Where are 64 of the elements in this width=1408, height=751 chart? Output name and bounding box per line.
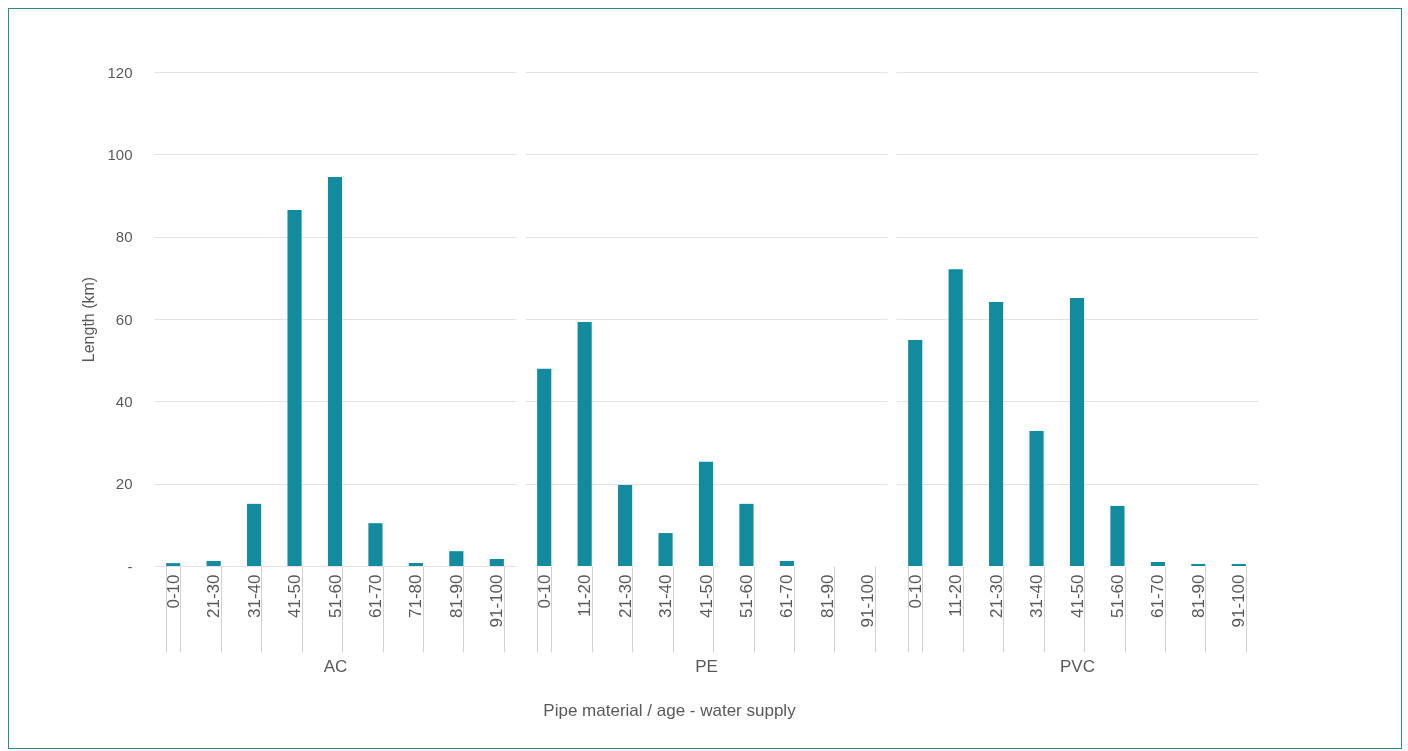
bar xyxy=(577,321,592,566)
x-tick-label: 11-20 xyxy=(946,574,966,617)
x-tick-label: 31-40 xyxy=(1027,574,1047,618)
x-tick-label: 41-50 xyxy=(696,574,716,618)
bar xyxy=(327,176,343,566)
x-tick-label: 61-70 xyxy=(777,574,797,618)
x-tick-label: 21-30 xyxy=(615,574,635,618)
x-tick-label: 81-90 xyxy=(446,574,466,618)
bar xyxy=(658,533,673,566)
x-tick-label: 41-50 xyxy=(285,574,305,618)
y-tick-label: 40 xyxy=(115,392,133,410)
bar xyxy=(1231,563,1246,566)
bar xyxy=(1191,563,1206,566)
x-tick-label: 51-60 xyxy=(325,574,345,618)
x-tick-label: 0-10 xyxy=(163,574,183,609)
bar xyxy=(908,340,923,566)
x-tick-label: 31-40 xyxy=(244,574,264,618)
bar xyxy=(739,503,754,566)
x-tick-label: 21-30 xyxy=(204,574,224,618)
x-tick-label: 61-70 xyxy=(1148,574,1168,618)
x-tick-label: 51-60 xyxy=(736,574,756,618)
x-tick-label: 71-80 xyxy=(406,574,426,618)
bar xyxy=(1029,430,1044,566)
x-tick-label: 91-100 xyxy=(1229,574,1249,628)
x-tick-label: 61-70 xyxy=(365,574,385,618)
x-tick-label: 0-10 xyxy=(534,574,554,609)
x-tick-label: 51-60 xyxy=(1107,574,1127,618)
x-tick-label: 81-90 xyxy=(817,574,837,618)
bar xyxy=(449,551,464,566)
bar xyxy=(408,563,423,566)
x-axis-title: AC xyxy=(323,657,348,676)
bar xyxy=(779,561,794,566)
x-axis-title: PE xyxy=(695,657,718,676)
x-tick-label: 91-100 xyxy=(487,574,507,628)
x-tick-label: 31-40 xyxy=(656,574,676,618)
text: Pipe material / age - water supply xyxy=(543,700,797,720)
x-tick-label: 81-90 xyxy=(1188,574,1208,618)
x-tick-label: 91-100 xyxy=(858,574,878,628)
bar xyxy=(948,269,963,566)
bar xyxy=(537,368,552,566)
y-tick-label: 120 xyxy=(107,63,133,81)
x-tick-label: 41-50 xyxy=(1067,574,1087,618)
bar xyxy=(618,484,633,566)
bar xyxy=(368,523,383,566)
bar xyxy=(989,302,1004,566)
x-tick-label: 11-20 xyxy=(575,574,595,617)
y-tick-label: 100 xyxy=(107,145,133,163)
bar xyxy=(1150,561,1165,566)
bar xyxy=(166,563,181,566)
y-tick-label: 60 xyxy=(115,310,133,328)
y-axis-title: Length (km) xyxy=(80,276,98,363)
bar xyxy=(489,559,504,566)
bar xyxy=(287,209,302,566)
bar xyxy=(247,503,262,566)
bar xyxy=(1069,298,1085,566)
x-axis-title: PVC xyxy=(1060,657,1095,676)
bar xyxy=(698,461,714,566)
x-tick-label: 0-10 xyxy=(905,574,925,609)
y-tick-label: 20 xyxy=(115,475,133,493)
y-tick-label: 80 xyxy=(115,228,133,246)
bar xyxy=(206,561,221,566)
bar xyxy=(1110,505,1125,566)
x-tick-label: 21-30 xyxy=(986,574,1006,618)
y-tick-label: - xyxy=(127,557,133,575)
